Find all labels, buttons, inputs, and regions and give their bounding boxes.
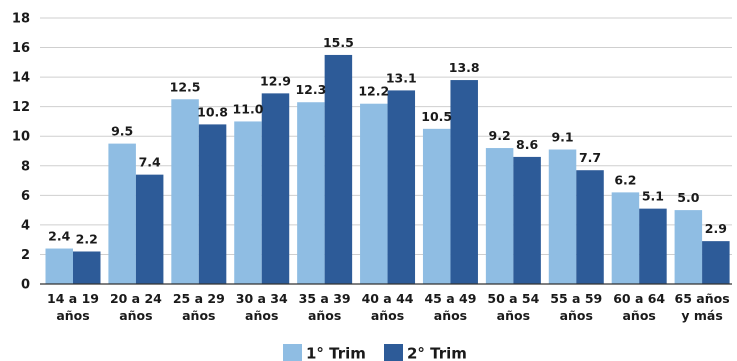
data-label: 15.5	[323, 35, 354, 50]
bar-1-8	[548, 149, 577, 284]
data-label: 9.1	[551, 130, 573, 145]
data-labels: 2.4 2.2 9.5 7.4 12.5 10.8 11.0 12.9 12.3 15.5 12.2…	[48, 35, 727, 247]
bar-2-6	[450, 80, 478, 284]
y-tick-label: 0	[21, 278, 30, 293]
data-label: 10.5	[421, 109, 452, 124]
category-label: 50 a 54 años	[487, 291, 539, 323]
data-label: 13.1	[386, 70, 417, 85]
bar-1-2	[171, 99, 199, 285]
bar-2-7	[513, 156, 541, 284]
data-label: 12.5	[170, 79, 201, 94]
bar-1-10	[674, 210, 703, 284]
bar-2-0	[73, 251, 101, 284]
category-label: 25 a 29 años	[173, 291, 225, 323]
data-label: 7.7	[579, 150, 601, 165]
y-tick-label: 10	[12, 130, 30, 145]
bar-2-1	[135, 174, 164, 284]
data-label: 5.1	[642, 189, 664, 204]
y-tick-label: 18	[12, 12, 30, 27]
bar-1-6	[422, 128, 451, 284]
data-label: 2.9	[705, 221, 727, 236]
data-label: 7.4	[139, 155, 161, 170]
bar-1-9	[611, 192, 640, 284]
data-label: 2.2	[76, 231, 98, 246]
bar-2-4	[324, 54, 353, 284]
bar-1-3	[234, 121, 262, 284]
bar-2-3	[261, 93, 290, 284]
y-axis-ticks: 0 2 4 6 8 10 12 14 16 18	[12, 12, 30, 293]
category-label: 55 a 59 años	[550, 291, 602, 323]
y-tick-label: 4	[21, 218, 30, 233]
y-tick-label: 2	[21, 248, 30, 263]
data-label: 2.4	[48, 229, 70, 244]
data-label: 13.8	[449, 60, 480, 75]
data-label: 9.5	[111, 124, 133, 139]
data-label: 5.0	[677, 190, 699, 205]
y-tick-label: 8	[21, 159, 30, 174]
bars	[45, 54, 730, 285]
y-tick-label: 14	[12, 71, 30, 86]
bar-2-5	[387, 90, 416, 285]
category-label: 14 a 19 años	[47, 291, 99, 323]
legend-swatch-1	[283, 344, 302, 361]
data-label: 11.0	[233, 101, 264, 116]
y-tick-label: 6	[21, 189, 30, 204]
bar-1-5	[360, 103, 388, 284]
bar-2-9	[639, 208, 667, 284]
legend-swatch-2	[384, 344, 403, 361]
y-tick-label: 16	[12, 41, 30, 56]
bar-2-10	[702, 241, 730, 284]
bar-1-0	[45, 248, 73, 284]
bar-1-4	[297, 102, 325, 284]
bar-1-1	[108, 143, 136, 284]
data-label: 12.3	[295, 82, 326, 97]
category-label: 30 a 34 años	[236, 291, 288, 323]
data-label: 12.2	[358, 84, 389, 99]
category-label: 65 años y más	[675, 291, 730, 323]
category-label: 40 a 44 años	[362, 291, 414, 323]
category-label: 35 a 39 años	[299, 291, 351, 323]
data-label: 8.6	[516, 137, 538, 152]
bar-1-7	[485, 148, 514, 284]
data-label: 10.8	[197, 104, 228, 119]
legend: 1° Trim 2° Trim	[283, 344, 467, 361]
legend-label-1: 1° Trim	[306, 345, 366, 361]
data-label: 9.2	[489, 128, 511, 143]
legend-label-2: 2° Trim	[407, 345, 467, 361]
y-tick-label: 12	[12, 100, 30, 115]
bar-2-2	[198, 124, 227, 285]
data-label: 12.9	[260, 73, 291, 88]
category-label: 20 a 24 años	[110, 291, 162, 323]
category-label: 60 a 64 años	[613, 291, 665, 323]
bar-2-8	[576, 170, 604, 284]
x-axis-categories: 14 a 19 años 20 a 24 años 25 a 29 años 30 a 34…	[47, 291, 730, 323]
data-label: 6.2	[614, 172, 636, 187]
category-label: 45 a 49 años	[424, 291, 476, 323]
